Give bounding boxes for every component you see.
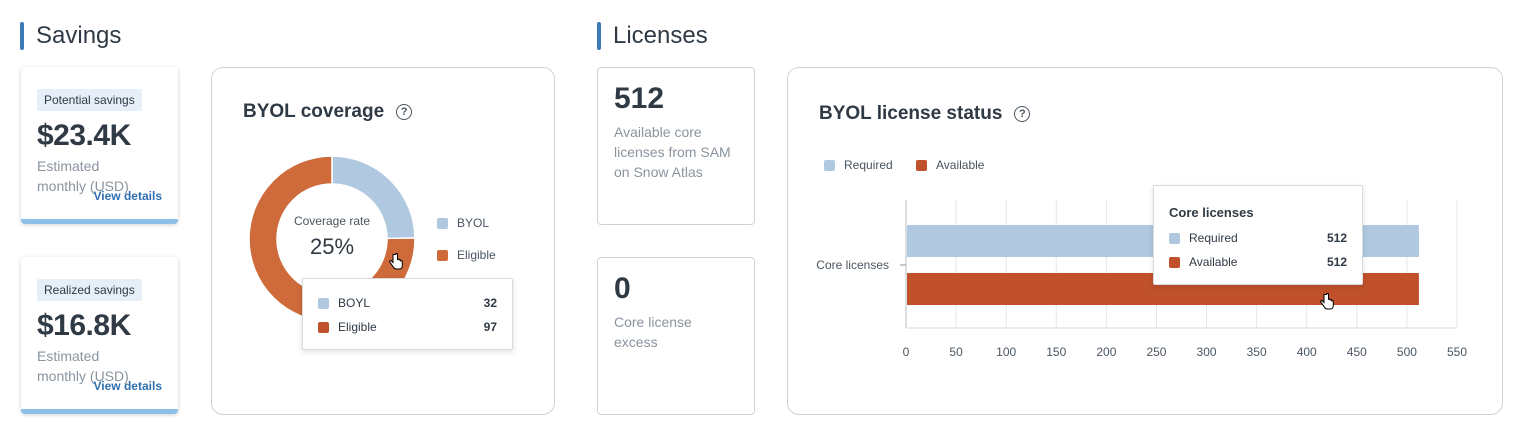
legend-item-available: Available — [916, 158, 984, 172]
available-licenses-desc: Available core licenses from SAM on Snow… — [614, 124, 731, 180]
available-licenses-card: 512 Available core licenses from SAM on … — [597, 67, 755, 225]
tooltip-row-eligible: Eligible 97 — [318, 320, 497, 334]
legend-swatch-required — [824, 159, 835, 171]
x-tick-label: 250 — [1146, 345, 1166, 359]
category-label: Core licenses — [816, 258, 889, 272]
hand-cursor-icon — [1320, 293, 1334, 310]
legend-label-byol: BYOL — [457, 216, 490, 230]
realized-savings-view-details-link[interactable]: View details — [93, 379, 162, 393]
donut-center-value: 25% — [309, 234, 355, 259]
x-tick-label: 500 — [1397, 345, 1417, 359]
potential-savings-card: Potential savings $23.4K Estimated month… — [21, 67, 178, 224]
tooltip-value-eligible: 97 — [483, 320, 497, 334]
license-status-bar-chart: 0 50 100 150 200 250 300 350 400 450 500 550 Core l… — [816, 200, 1467, 359]
potential-savings-value: $23.4K — [37, 119, 131, 152]
legend-item-byol: BYOL — [437, 216, 489, 230]
tooltip-swatch-boyl — [318, 297, 329, 309]
bar-tooltip-swatch-available — [1169, 256, 1180, 268]
legend-swatch-available — [916, 159, 927, 171]
realized-savings-desc: Estimated monthly (USD) — [37, 348, 129, 384]
bar-tooltip: Core licenses Required 512 Available 512 — [1153, 185, 1363, 285]
tooltip-value-boyl: 32 — [483, 296, 497, 310]
byol-license-status-title-text: BYOL license status — [819, 103, 1003, 124]
realized-savings-badge: Realized savings — [37, 279, 142, 301]
x-tick-label: 300 — [1197, 345, 1217, 359]
realized-savings-card: Realized savings $16.8K Estimated monthl… — [21, 257, 178, 414]
x-tick-label: 0 — [903, 345, 910, 359]
bar-tooltip-value-required: 512 — [1326, 231, 1347, 245]
x-tick-label: 350 — [1247, 345, 1267, 359]
x-tick-label: 200 — [1096, 345, 1116, 359]
savings-title-text: Savings — [36, 22, 122, 49]
bar-tooltip-label-required: Required — [1189, 231, 1238, 245]
licenses-title-text: Licenses — [613, 22, 708, 49]
x-tick-label: 550 — [1447, 345, 1467, 359]
section-accent-bar — [597, 22, 601, 50]
savings-section-title: Savings — [20, 22, 121, 50]
licenses-section-title: Licenses — [597, 22, 708, 50]
byol-coverage-title-text: BYOL coverage — [243, 101, 385, 122]
tooltip-swatch-eligible — [318, 321, 329, 333]
bar-tooltip-row-available: Available 512 — [1169, 255, 1347, 269]
legend-item-required: Required — [824, 158, 893, 172]
tooltip-row-boyl: BOYL 32 — [318, 296, 497, 310]
license-excess-desc: Core license excess — [614, 314, 692, 350]
potential-savings-badge: Potential savings — [37, 89, 142, 111]
legend-swatch-byol — [437, 217, 448, 229]
section-accent-bar — [20, 22, 24, 50]
legend-label-eligible: Eligible — [457, 248, 496, 262]
bar-tooltip-label-available: Available — [1189, 255, 1238, 269]
legend-label-required: Required — [844, 158, 893, 172]
hand-cursor-icon — [389, 253, 403, 270]
license-excess-card: 0 Core license excess — [597, 257, 755, 415]
donut-center-label: Coverage rate — [293, 214, 371, 228]
bar-tooltip-title: Core licenses — [1169, 205, 1254, 220]
potential-savings-view-details-link[interactable]: View details — [93, 189, 162, 203]
tooltip-label-eligible: Eligible — [338, 320, 377, 334]
realized-savings-value: $16.8K — [37, 309, 131, 342]
x-tick-label: 150 — [1046, 345, 1066, 359]
bar-tooltip-value-available: 512 — [1326, 255, 1347, 269]
x-tick-label: 50 — [949, 345, 963, 359]
byol-license-status-title: BYOL license status ? — [819, 103, 1031, 125]
help-icon[interactable]: ? — [396, 104, 413, 120]
legend-label-available: Available — [936, 158, 985, 172]
byol-coverage-title: BYOL coverage ? — [243, 101, 413, 123]
help-icon[interactable]: ? — [1014, 106, 1031, 122]
x-tick-label: 100 — [996, 345, 1016, 359]
license-excess-value: 0 — [614, 272, 631, 305]
bar-tooltip-swatch-required — [1169, 232, 1180, 244]
potential-savings-desc: Estimated monthly (USD) — [37, 158, 129, 194]
x-tick-label: 400 — [1297, 345, 1317, 359]
donut-tooltip: BOYL 32 Eligible 97 — [302, 278, 513, 350]
tooltip-label-boyl: BOYL — [338, 296, 371, 310]
x-tick-label: 450 — [1347, 345, 1367, 359]
legend-swatch-eligible — [437, 249, 448, 261]
available-licenses-value: 512 — [614, 82, 665, 115]
legend-item-eligible: Eligible — [437, 248, 496, 262]
bar-tooltip-row-required: Required 512 — [1169, 231, 1347, 245]
